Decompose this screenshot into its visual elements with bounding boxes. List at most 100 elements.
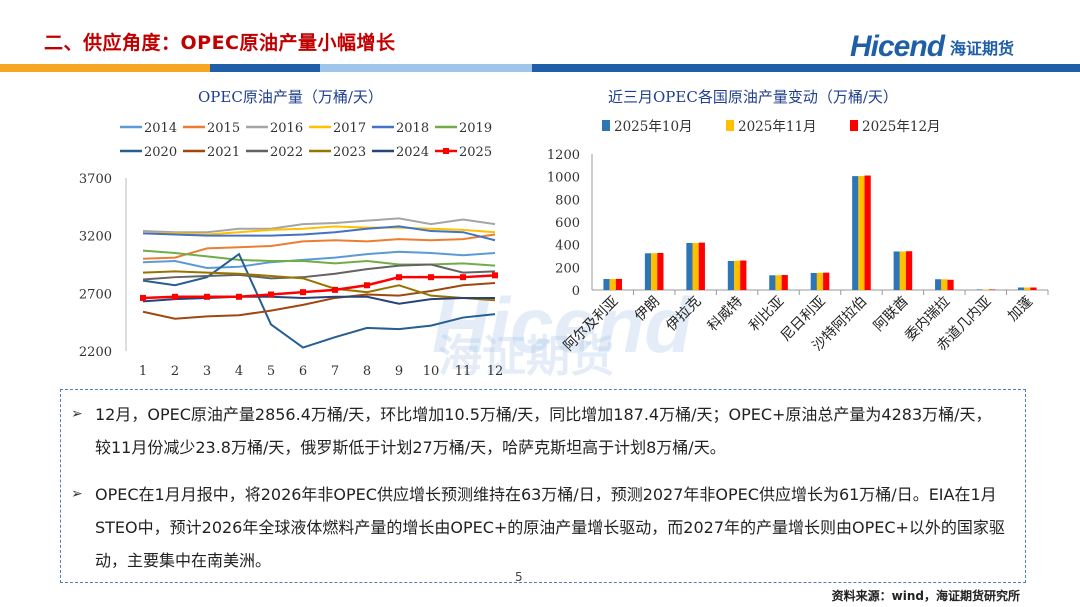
bar-委内瑞拉-2025年12月 (947, 279, 954, 290)
series-marker-2025 (204, 293, 210, 300)
legend-label-2023: 2023 (333, 145, 366, 160)
bar-沙特阿拉伯-2025年12月 (864, 175, 871, 290)
y-tick-label: 2700 (79, 287, 112, 302)
series-marker-2025 (364, 282, 370, 289)
bar-委内瑞拉-2025年11月 (941, 279, 948, 290)
right-chart-title: 近三月OPEC各国原油产量变动（万桶/天） (608, 88, 898, 106)
bar-科威特-2025年12月 (740, 260, 747, 290)
commentary-paragraph-1: ➢ 12月，OPEC原油产量2856.4万桶/天，环比增加10.5万桶/天，同比… (71, 398, 1005, 464)
series-marker-2025 (300, 289, 306, 296)
x-tick-label: 5 (267, 364, 275, 379)
legend-label-2019: 2019 (459, 121, 492, 136)
y-tick-label: 400 (555, 239, 580, 254)
opec-country-bar-chart: 2025年10月 2025年11月 2025年12月 1200 1000 800 600 40… (547, 119, 1049, 355)
legend-swatch-2025年11月 (726, 120, 734, 131)
series-marker-2025 (396, 274, 402, 281)
bar-阿尔及利亚-2025年10月 (603, 279, 610, 290)
series-line-2014 (142, 250, 496, 269)
bar-沙特阿拉伯-2025年10月 (852, 176, 859, 290)
x-tick-label: 9 (395, 364, 403, 379)
commentary-text-2: OPEC在1月月报中，将2026年非OPEC供应增长预测维持在63万桶/日，预测… (95, 485, 1005, 570)
logo-text-en: Hicend (850, 30, 945, 63)
y-tick-label: 0 (572, 284, 580, 299)
commentary-text-1: 12月，OPEC原油产量2856.4万桶/天，环比增加10.5万桶/天，同比增加… (95, 405, 992, 457)
y-tick-label: 2200 (79, 345, 112, 360)
commentary-box: ➢ 12月，OPEC原油产量2856.4万桶/天，环比增加10.5万桶/天，同比… (60, 389, 1026, 583)
series-line-2018 (142, 225, 496, 242)
bar-伊朗-2025年11月 (651, 253, 658, 290)
source-note: 资料来源：wind，海证期货研究所 (831, 589, 1020, 603)
series-marker-2025 (460, 274, 466, 281)
page-title: 二、供应角度：OPEC原油产量小幅增长 (44, 32, 396, 54)
legend-label-2025年10月: 2025年10月 (614, 119, 693, 135)
y-tick-label: 800 (555, 193, 580, 208)
series-marker-2025 (172, 293, 178, 300)
legend-label-2018: 2018 (396, 121, 429, 136)
divider-light (320, 64, 532, 72)
y-tick-label: 200 (555, 261, 580, 276)
series-line-2024 (142, 295, 495, 305)
bar-加蓬-2025年10月 (1017, 287, 1025, 290)
bar-赤道几内亚-2025年11月 (982, 289, 989, 290)
x-category-label: 加蓬 (1005, 294, 1036, 325)
watermark-cn: 海证期货 (438, 331, 614, 382)
bar-加蓬-2025年11月 (1024, 287, 1031, 290)
legend-label-2025: 2025 (459, 145, 492, 160)
bar-伊拉克-2025年12月 (698, 242, 705, 290)
y-tick-label: 1200 (547, 148, 580, 163)
legend-label-2025年11月: 2025年11月 (738, 119, 817, 135)
series-line-2022 (142, 263, 496, 281)
bar-加蓬-2025年12月 (1030, 287, 1037, 290)
x-category-label: 利比亚 (746, 294, 787, 335)
series-line-2017 (143, 225, 496, 236)
bar-利比亚-2025年10月 (769, 275, 776, 290)
bar-科威特-2025年11月 (733, 260, 741, 290)
x-tick-label: 10 (423, 364, 440, 379)
x-tick-label: 6 (299, 364, 307, 379)
watermark-en: Hicend (432, 281, 693, 369)
bar-伊朗-2025年12月 (657, 252, 664, 290)
series-line-2021 (142, 281, 496, 320)
bar-阿联酋-2025年12月 (906, 251, 913, 290)
left-chart-title: OPEC原油产量（万桶/天） (198, 88, 383, 106)
x-category-label: 阿尔及利亚 (561, 294, 622, 355)
series-line-2023 (142, 270, 496, 302)
series-line-2015 (142, 233, 496, 260)
legend-label-2024: 2024 (396, 145, 429, 160)
bar-赤道几内亚-2025年10月 (976, 289, 983, 290)
x-tick-label: 1 (139, 364, 147, 379)
x-tick-label: 2 (171, 364, 179, 379)
legend-label-2021: 2021 (207, 145, 240, 160)
legend-marker-2025 (443, 148, 449, 154)
bar-利比亚-2025年11月 (775, 275, 782, 290)
series-marker-2025 (268, 291, 274, 298)
legend-label-2015: 2015 (207, 121, 240, 136)
divider-orange (0, 64, 210, 72)
bar-尼日利亚-2025年11月 (816, 272, 824, 290)
series-marker-2025 (428, 274, 434, 281)
series-line-2016 (142, 217, 496, 234)
bar-科威特-2025年10月 (727, 260, 734, 290)
x-tick-label: 3 (203, 364, 211, 379)
bar-利比亚-2025年12月 (781, 275, 788, 290)
x-tick-label: 8 (363, 364, 371, 379)
y-tick-label: 3200 (79, 230, 112, 245)
x-tick-label: 12 (487, 364, 504, 379)
bar-伊朗-2025年10月 (644, 253, 652, 290)
commentary-paragraph-2: ➢ OPEC在1月月报中，将2026年非OPEC供应增长预测维持在63万桶/日，… (71, 478, 1005, 577)
bar-伊拉克-2025年10月 (686, 242, 693, 290)
x-tick-label: 11 (455, 364, 472, 379)
legend-label-2016: 2016 (270, 121, 303, 136)
logo-text-cn: 海证期货 (950, 39, 1015, 58)
page-number: 5 (515, 570, 523, 584)
legend-swatch-2025年10月 (602, 120, 610, 131)
legend-label-2025年12月: 2025年12月 (862, 119, 941, 135)
x-category-label: 阿联酋 (870, 293, 912, 335)
bar-伊拉克-2025年11月 (692, 242, 699, 290)
bar-尼日利亚-2025年10月 (810, 273, 817, 290)
x-category-label: 科威特 (705, 294, 746, 335)
header-divider (0, 64, 1080, 72)
legend-swatch-2025年12月 (850, 120, 858, 131)
series-marker-2025 (140, 294, 146, 301)
series-marker-2025 (492, 272, 498, 279)
